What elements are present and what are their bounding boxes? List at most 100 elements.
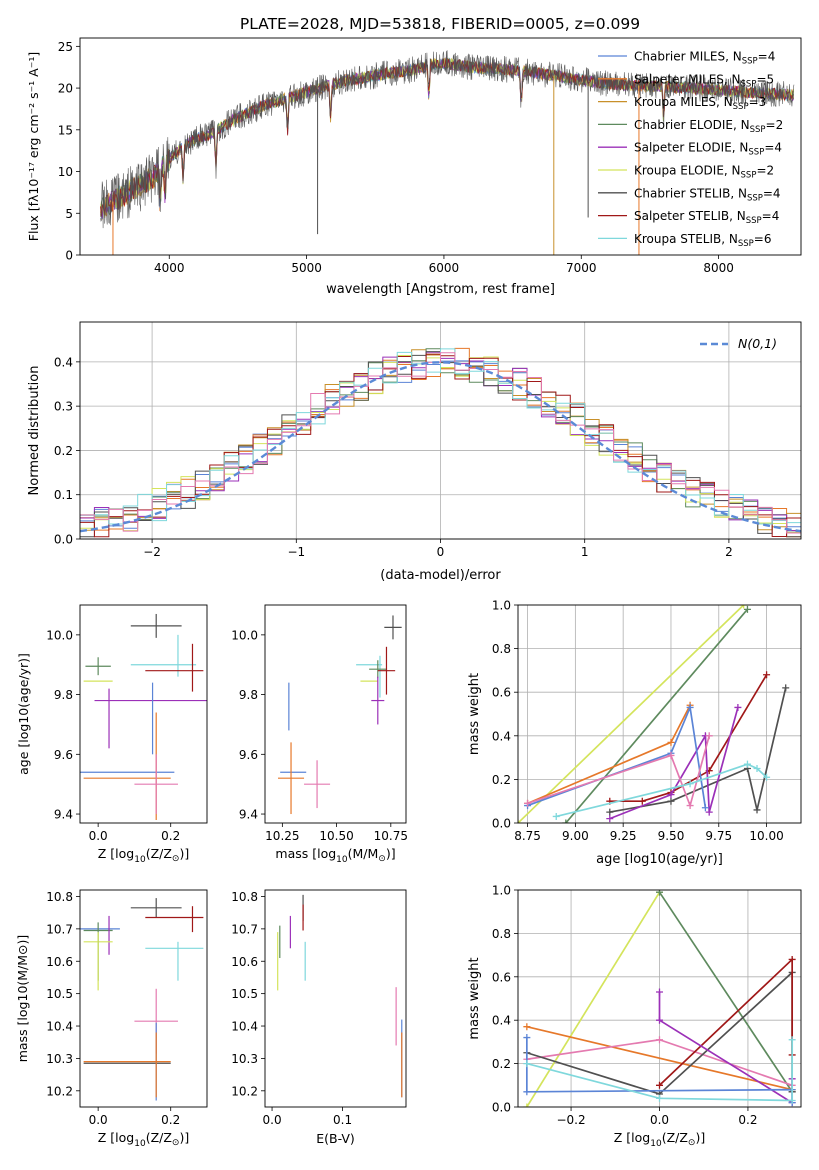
plot-area [278,615,402,815]
x-axis-label-sun: ⊙ [378,854,386,864]
x-axis-label-part: (Z/Z [662,1130,688,1145]
legend-label-sub: SSP [741,79,757,89]
legend: N(0,1) [700,336,777,351]
legend-label: Chabrier ELODIE, NSSP=2 [634,118,783,135]
y-tick-label: 25 [58,40,73,54]
y-tick-label: 9.4 [54,808,73,822]
x-axis-label: wavelength [Angstrom, rest frame] [326,282,555,297]
x-axis-label-part: (Z/Z [146,846,172,861]
x-axis-label-part: Z [log [98,1130,134,1145]
axes-frame [79,37,802,256]
ticks: 10.25 10.50 10.75 9.4 9.6 9.8 10.0 [231,628,408,843]
x-axis-label-sun: ⊙ [172,1138,180,1148]
legend-label-main: Salpeter MILES, N [634,72,741,86]
x-tick-label: 0.1 [333,1113,352,1127]
panel-Z_vs_weight: −0.2 0.0 0.2 0.0 0.2 0.4 0.6 0.8 1.0 Z [log10(Z/Z… [467,884,802,1149]
ticks: 0.0 0.2 9.4 9.6 9.8 10.0 [46,628,180,843]
legend-label-main: Kroupa MILES, N [634,95,733,109]
y-tick-label: 0.0 [492,1101,511,1115]
legend-label-tail: =6 [754,232,772,246]
x-tick-label: 0.0 [89,1113,108,1127]
x-tick-label: 0.2 [161,829,180,843]
series-line [526,1025,793,1091]
y-axis-label: mass weight [467,673,482,755]
plot-area [523,890,796,1107]
plot-area [277,894,403,1098]
x-tick-label: 4000 [154,261,185,275]
series-marker [667,797,675,805]
x-tick-label: 1 [581,545,589,559]
y-axis-label: mass [log10(M/M⊙)] [15,935,30,1063]
legend-label-tail: =5 [756,72,774,86]
series-line [658,891,793,1093]
x-tick-label: 9.75 [705,829,732,843]
x-tick-label: 0.0 [263,1113,282,1127]
series-marker [562,819,570,823]
ticks: 0.0 0.1 10.2 10.3 10.4 10.5 10.6 10.7 10.8 [231,890,352,1127]
series-marker [701,804,709,812]
x-axis-label: E(B-V) [316,1131,355,1146]
x-axis-label: mass [log10(M/M⊙)] [275,846,395,865]
y-tick-label: 0.1 [54,488,73,502]
legend-label-tail: =4 [762,209,780,223]
x-axis-label: (data-model)/error [380,568,501,583]
series-marker [656,1036,663,1044]
errorbar [85,657,111,676]
legend-label-sub: SSP [748,148,764,158]
axes-frame [79,889,208,1108]
errorbar [278,742,305,815]
x-axis-label-part: (Z/Z [146,1130,172,1145]
series-line [565,608,749,823]
series-marker [763,773,771,781]
ticks: 4000 5000 6000 7000 8000 0 5 10 15 20 25 [58,40,734,275]
x-axis-label-part: )] [179,846,189,861]
y-tick-label: 10.7 [46,922,73,936]
y-tick-label: 10.5 [46,987,73,1001]
x-tick-label: −0.2 [556,1113,585,1127]
y-axis-label: Flux [fλ10⁻¹⁷ erg cm⁻² s⁻¹ A⁻¹] [26,52,41,241]
legend-label-main: Chabrier MILES, N [634,50,742,64]
y-tick-label: 10.8 [231,890,258,904]
x-tick-label: −1 [287,545,305,559]
y-tick-label: 9.8 [54,688,73,702]
legend-label-tail: =2 [756,164,774,178]
x-tick-label: 6000 [429,261,460,275]
x-tick-label: 5000 [291,261,322,275]
y-tick-label: 0.0 [492,817,511,831]
panel-ebv_vs_mass: 0.0 0.1 10.2 10.3 10.4 10.5 10.6 10.7 10.8 E(B-V) [231,889,407,1146]
axes-frame [517,604,802,824]
x-axis-label-part: 10 [650,1139,662,1149]
y-axis-label: age [log10(age/yr)] [16,653,31,775]
series-marker [686,780,694,788]
panel-spectrum: 4000 5000 6000 7000 8000 0 5 10 15 20 25 wavelength… [26,37,802,297]
legend-label-sub: SSP [742,57,758,67]
y-tick-label: 15 [58,123,73,137]
series-marker [686,802,694,810]
x-axis-label: Z [log10(Z/Z⊙)] [98,1130,189,1149]
legend-label-main: Kroupa ELODIE, N [634,164,741,178]
y-tick-label: 0.4 [492,729,511,743]
panel-mass_vs_age: 10.25 10.50 10.75 9.4 9.6 9.8 10.0 mass [log10(… [231,604,408,865]
y-tick-label: 0.3 [54,400,73,414]
legend-label: Kroupa ELODIE, NSSP=2 [634,164,774,181]
x-tick-label: 10.25 [265,829,299,843]
panel-residuals: −2 −1 0 1 2 0.0 0.1 0.2 0.3 0.4 N(0,1) (data-model)… [27,321,802,583]
series-marker [740,605,748,609]
y-tick-label: 10.0 [46,628,73,642]
errorbar [369,660,387,679]
y-axis-label: mass weight [467,957,482,1039]
x-axis-label-part: mass [log [275,846,336,861]
x-tick-label: 8000 [703,261,734,275]
series-marker [656,1016,663,1024]
axes-frame [517,889,802,1108]
x-axis-label-part: )] [179,1130,189,1145]
legend-label-main: Salpeter ELODIE, N [634,141,748,155]
ticks: −0.2 0.0 0.2 0.0 0.2 0.4 0.6 0.8 1.0 [492,884,758,1128]
x-tick-label: 2 [725,545,733,559]
series-line [526,1039,794,1102]
y-tick-label: 9.6 [54,748,73,762]
legend-label: Salpeter STELIB, NSSP=4 [634,209,779,226]
y-tick-label: 10.7 [231,922,258,936]
x-axis-label-part: 10 [134,1139,146,1149]
